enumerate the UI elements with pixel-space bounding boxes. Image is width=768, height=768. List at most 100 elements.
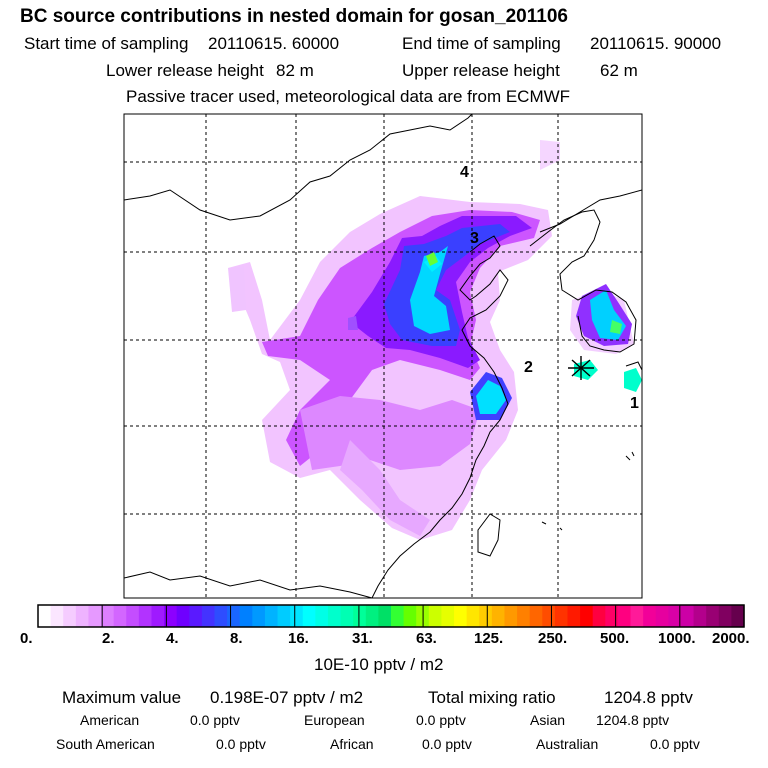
coast-japan [625,361,642,371]
colorbar-cell [668,605,682,627]
concentration-field [228,140,642,540]
chart-title: BC source contributions in nested domain… [20,6,568,27]
colorbar-cell [239,605,253,627]
colorbar-cell [151,605,165,627]
colorbar-cell [126,605,140,627]
colorbar-cell [454,605,468,627]
colorbar-tick-1: 2. [102,630,115,647]
colorbar-cell [403,605,417,627]
colorbar-cell [731,605,745,627]
colorbar-cell [101,605,115,627]
colorbar-cell [580,605,594,627]
hotspot-gosan [574,360,598,380]
colorbar-cell [277,605,291,627]
colorbar-dividers [101,605,681,627]
region-label-2: 2 [524,359,533,376]
colorbar-cell [88,605,102,627]
total-mixing-value: 1204.8 pptv [604,688,693,707]
map-frame [123,113,643,599]
colorbar-tick-7: 125. [474,630,504,647]
colorbar-cell [542,605,556,627]
south-american-label: South American [56,736,155,752]
colorbar-tick-5: 31. [352,630,373,647]
plume-light-3 [228,266,246,312]
colorbar-cell [340,605,354,627]
upper-height-value: 62 m [600,61,638,80]
colorbar-cell [517,605,531,627]
colorbar-cell [315,605,329,627]
colorbar-tick-3: 8. [230,630,243,647]
colorbar-cell [567,605,581,627]
colorbar-cell [554,605,569,627]
hotspot-shanghai [476,380,506,414]
lat-lon-grid [124,114,642,598]
colorbar-cell [75,605,90,627]
colorbar-cell [718,605,732,627]
colorbar-cell [113,605,127,627]
region-label-3: 3 [470,230,479,247]
colorbar-cell [378,605,392,627]
border-south [124,571,373,598]
coastlines [124,114,642,598]
south-american-value: 0.0 pptv [216,736,266,752]
plume-green [426,252,438,266]
lower-height-label: Lower release height [106,61,264,80]
hotspot-korea-green [610,320,622,334]
african-value: 0.0 pptv [422,736,472,752]
colorbar-cell [189,605,203,627]
region-label-1: 1 [630,395,639,412]
colorbar-cell [353,605,367,627]
receptor-marker-d2 [571,359,591,377]
colorbar-cell [50,605,64,627]
plume-cyan [410,246,450,334]
upper-height-label: Upper release height [402,61,560,80]
colorbar-cell [391,605,405,627]
colorbar-cell [680,605,695,627]
border-north [124,114,473,221]
european-value: 0.0 pptv [416,712,466,728]
colorbar-cell [227,605,241,627]
plume-mid-2 [300,396,480,470]
american-label: American [80,712,140,728]
colorbar-tick-11: 2000. [712,630,750,647]
colorbar-cell [491,605,506,627]
colorbar-tick-8: 250. [538,630,568,647]
colorbar-tick-2: 4. [166,630,179,647]
plume-mid-3 [340,440,430,536]
colorbar-cell [706,605,720,627]
colorbar-cell [479,605,493,627]
colorbar-cell [164,605,178,627]
colorbar-cell [138,605,153,627]
colorbar-cell [302,605,316,627]
colorbar-cell [365,605,379,627]
colorbar-unit: 10E-10 pptv / m2 [314,655,444,674]
colorbar-cell [529,605,543,627]
colorbar-cell [63,605,77,627]
start-time-value: 20110615. 60000 [208,34,340,53]
asian-value: 1204.8 pptv [596,712,670,728]
border-northeast [539,189,642,233]
colorbar-cell [592,605,606,627]
colorbar-cell [466,605,480,627]
start-time-label: Start time of sampling [24,34,189,53]
colorbar-cell [441,605,455,627]
receptor-marker [568,356,594,380]
colorbar-cell [176,605,190,627]
colorbar-cell [655,605,669,627]
coast-islands [541,451,635,531]
coast-bohai [371,235,509,598]
colorbar-cell [643,605,657,627]
colorbar-tick-6: 63. [416,630,437,647]
colorbar-cell [201,605,216,627]
colorbar-cells [38,605,745,627]
colorbar-cell [264,605,279,627]
australian-label: Australian [536,736,599,752]
colorbar-tick-0: 0. [20,630,33,647]
total-mixing-label: Total mixing ratio [428,688,556,707]
colorbar-frame [37,604,745,628]
lower-height-value: 82 m [276,61,314,80]
colorbar-tick-10: 1000. [658,630,696,647]
coast-korea [529,209,637,353]
